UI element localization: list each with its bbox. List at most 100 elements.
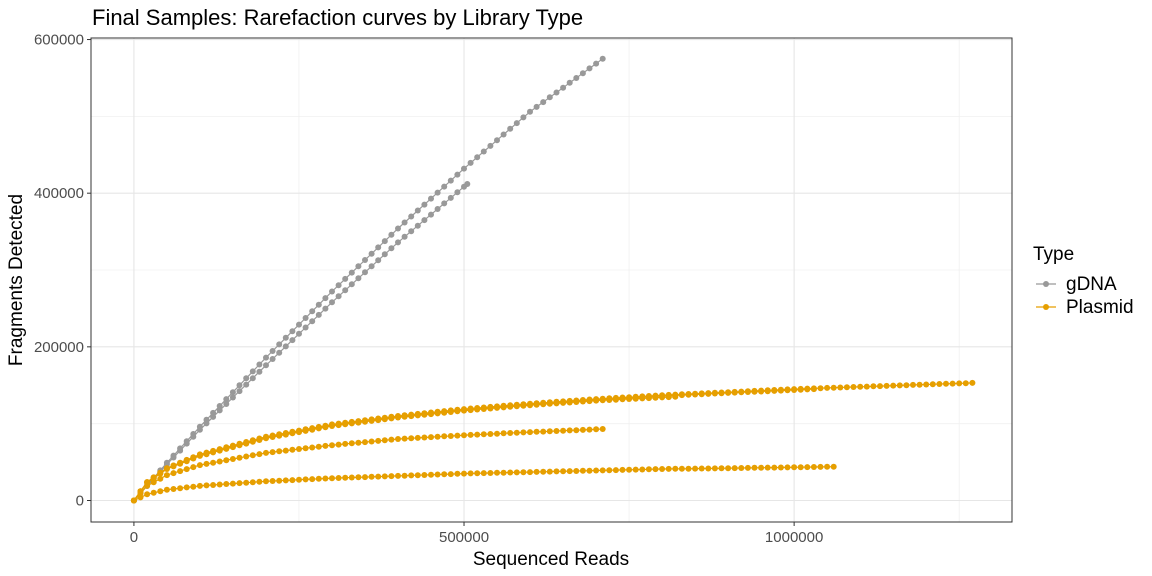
data-point xyxy=(784,464,791,471)
data-point xyxy=(711,465,718,472)
data-point xyxy=(368,438,375,445)
x-tick-label: 1000000 xyxy=(765,529,823,546)
data-point xyxy=(157,488,164,495)
data-point xyxy=(447,409,454,415)
data-point xyxy=(573,75,580,81)
data-point xyxy=(520,429,527,436)
data-point xyxy=(236,454,243,461)
data-point xyxy=(322,475,329,482)
data-point xyxy=(593,397,600,404)
data-point xyxy=(421,411,428,418)
data-point xyxy=(830,463,837,470)
data-point xyxy=(190,433,197,440)
data-point xyxy=(388,436,395,443)
series-line xyxy=(133,183,468,501)
data-point xyxy=(362,474,368,481)
data-point xyxy=(276,448,283,455)
data-point xyxy=(190,483,197,490)
data-point xyxy=(408,413,415,420)
data-point xyxy=(870,383,877,390)
data-point xyxy=(414,472,421,479)
data-point xyxy=(758,388,765,395)
data-point xyxy=(177,460,184,467)
data-point xyxy=(672,465,679,472)
data-point xyxy=(566,468,573,475)
data-point xyxy=(150,475,157,482)
data-point xyxy=(401,219,408,226)
data-point xyxy=(705,390,712,397)
series-plasmid-6 xyxy=(130,463,837,504)
data-point xyxy=(513,429,520,436)
data-point xyxy=(289,446,296,453)
legend-key-plasmid xyxy=(1036,304,1056,310)
data-point xyxy=(500,430,507,437)
data-point xyxy=(929,381,936,388)
data-point xyxy=(183,484,190,491)
data-point xyxy=(137,490,144,497)
data-point xyxy=(910,381,916,388)
series-layer xyxy=(130,55,976,504)
data-point xyxy=(434,410,441,417)
data-point xyxy=(342,474,349,481)
data-point xyxy=(329,442,335,449)
data-point xyxy=(824,384,831,391)
data-point xyxy=(447,194,454,201)
data-point xyxy=(527,469,533,476)
data-point xyxy=(342,421,349,428)
data-point xyxy=(375,473,382,480)
data-point xyxy=(408,213,415,220)
data-point xyxy=(441,183,448,190)
data-point xyxy=(137,494,144,501)
data-point xyxy=(269,348,276,354)
data-point xyxy=(395,414,401,421)
data-point xyxy=(487,405,494,412)
data-point xyxy=(243,453,250,460)
data-point xyxy=(414,412,421,419)
data-point xyxy=(758,464,765,471)
data-point xyxy=(315,443,322,450)
data-point xyxy=(289,337,296,344)
data-point xyxy=(388,415,395,422)
data-point xyxy=(447,433,454,439)
data-point xyxy=(302,445,309,452)
data-point xyxy=(461,165,467,172)
data-point xyxy=(269,356,276,362)
data-point xyxy=(791,387,798,393)
data-point xyxy=(434,471,441,478)
data-point xyxy=(335,441,342,448)
data-point xyxy=(777,464,784,471)
data-point xyxy=(322,305,329,312)
data-point xyxy=(381,473,388,480)
data-point xyxy=(962,380,969,387)
data-point xyxy=(269,478,276,484)
data-point xyxy=(263,435,269,442)
data-point xyxy=(533,468,540,475)
data-point xyxy=(183,440,190,447)
data-point xyxy=(434,189,441,196)
data-point xyxy=(586,467,593,474)
data-point xyxy=(731,465,738,472)
data-point xyxy=(210,482,217,488)
data-point xyxy=(586,398,593,405)
data-point xyxy=(203,482,210,489)
data-point xyxy=(447,177,454,184)
data-point xyxy=(553,89,560,96)
data-point xyxy=(546,468,553,475)
data-point xyxy=(375,244,382,251)
data-point xyxy=(705,465,712,472)
data-point xyxy=(540,428,547,435)
data-point xyxy=(256,451,263,458)
data-point xyxy=(454,470,461,477)
data-point xyxy=(183,466,190,473)
data-point xyxy=(652,394,659,401)
y-tick-label: 600000 xyxy=(34,32,84,49)
data-point xyxy=(956,380,963,387)
data-point xyxy=(256,368,263,375)
data-point xyxy=(560,468,567,475)
data-point xyxy=(322,295,329,302)
data-point xyxy=(454,189,461,196)
data-point xyxy=(381,251,388,258)
x-tick-label: 0 xyxy=(130,529,138,546)
data-point xyxy=(243,375,250,382)
